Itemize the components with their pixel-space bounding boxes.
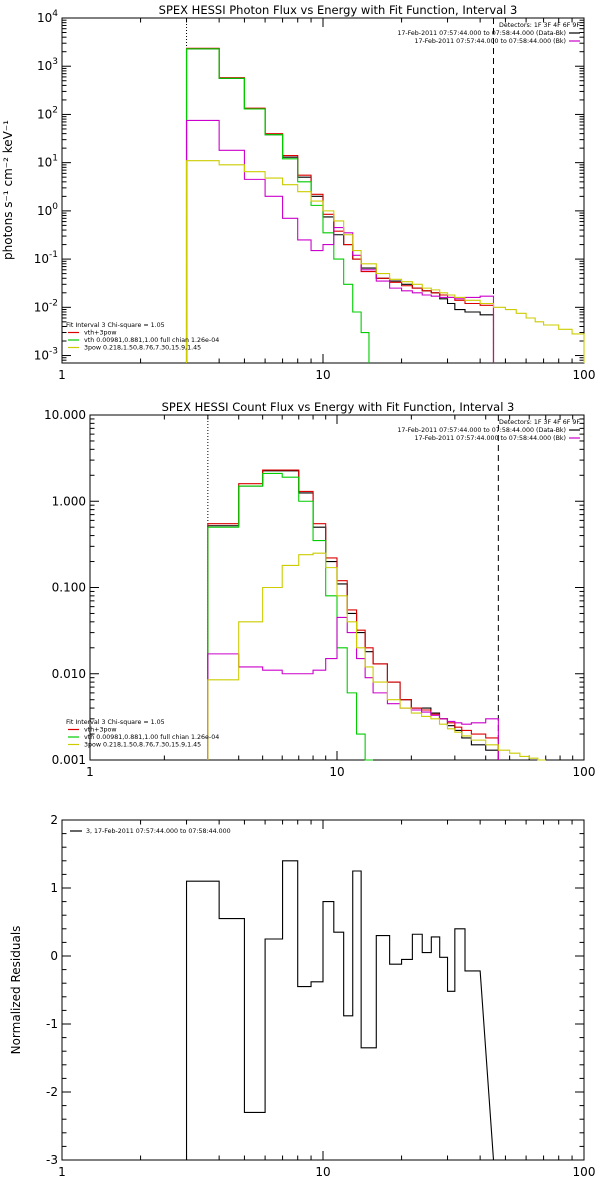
y-tick-label: 10-3 [34,347,58,363]
y-tick-label: 10-1 [34,250,58,266]
series-step-line [185,860,495,1161]
y-tick-label: 103 [37,57,58,73]
count-flux-panel: SPEX HESSI Count Flux vs Energy with Fit… [44,400,595,779]
y-tick-label: 10.000 [44,408,86,422]
x-tick-label: 10 [315,1165,330,1179]
y-tick-label: 0 [50,949,58,963]
x-tick-label: 1 [58,368,66,382]
y-tick-label: 100 [37,202,58,218]
legend-entry-text: 17-Feb-2011 07:57:44.000 to 07:58:44.000… [414,38,566,45]
legend-entry-text: 3pow 0.218,1.50,8.76,7.30,15.9,1.45 [84,742,201,749]
legend-entry-text: 3pow 0.218,1.50,8.76,7.30,15.9,1.45 [84,345,201,352]
count-flux-ticks: 1 10 100 0.001 0.010 0.100 1.000 10.000 [44,408,595,779]
photon-flux-title: SPEX HESSI Photon Flux vs Energy with Fi… [159,3,518,17]
count-flux-plot-area [207,415,546,761]
y-tick-label: 0.100 [52,581,86,595]
residuals-panel: Normalized Residuals 1 10 100 -3 -2 -1 0 1 2 3, … [9,813,595,1179]
y-tick-label: 0.001 [52,753,86,767]
y-tick-label: 101 [37,154,58,170]
legend-entry-text: Fit Interval 3 Chi-square = 1.05 [66,719,165,726]
photon-flux-ylabel: photons s⁻¹ cm⁻² keV⁻¹ [1,120,15,260]
x-tick-label: 10 [329,765,344,779]
legend-entry-text: Detectors: 1F 3F 4F 6F 9F [499,22,580,29]
legend-entry-text: Detectors: 1F 3F 4F 6F 9F [499,419,580,426]
legend-entry-text: 17-Feb-2011 07:57:44.000 to 07:58:44.000… [397,427,566,434]
series-step-line [185,160,585,363]
y-tick-label: -3 [46,1153,58,1167]
legend-entry-text: Fit Interval 3 Chi-square = 1.05 [66,322,165,329]
residuals-plot-area [185,860,495,1161]
y-tick-label: 104 [37,9,58,25]
photon-flux-legend-bottom-left: Fit Interval 3 Chi-square = 1.05vth+3pow… [66,322,219,352]
x-tick-label: 10 [315,368,330,382]
y-tick-label: 10-2 [34,298,58,314]
photon-flux-plot-area [185,18,585,363]
residuals-ticks: 1 10 100 -3 -2 -1 0 1 2 [46,813,595,1179]
x-tick-label: 100 [573,1165,596,1179]
legend-entry-text: 17-Feb-2011 07:57:44.000 to 07:58:44.000… [397,30,566,37]
photon-flux-panel: SPEX HESSI Photon Flux vs Energy with Fi… [1,3,595,382]
legend-entry-text: vth+3pow [84,727,116,734]
photon-flux-ticks: 1 10 100 10-3 10-2 10-1 100 101 102 103 104 [34,9,596,382]
legend-entry-text: 3, 17-Feb-2011 07:57:44.000 to 07:58:44.… [86,828,231,835]
y-tick-label: 1.000 [52,494,86,508]
x-tick-label: 1 [58,1165,66,1179]
series-step-line [185,119,495,363]
series-step-line [207,472,374,761]
x-tick-label: 100 [573,765,596,779]
count-flux-title: SPEX HESSI Count Flux vs Energy with Fit… [162,400,515,414]
y-tick-label: 2 [50,813,58,827]
x-tick-label: 100 [573,368,596,382]
legend-entry-text: vth 0.00981,0.881,1.00 full chian 1.26e-… [84,337,219,344]
legend-entry-text: vth 0.00981,0.881,1.00 full chian 1.26e-… [84,734,219,741]
residuals-legend: 3, 17-Feb-2011 07:57:44.000 to 07:58:44.… [70,828,231,835]
y-tick-label: -1 [46,1017,58,1031]
y-tick-label: 102 [37,105,58,121]
count-flux-legend-bottom-left: Fit Interval 3 Chi-square = 1.05vth+3pow… [66,719,219,749]
x-tick-label: 1 [86,765,94,779]
y-tick-label: -2 [46,1085,58,1099]
y-tick-label: 0.010 [52,667,86,681]
legend-entry-text: vth+3pow [84,330,116,337]
y-tick-label: 1 [50,881,58,895]
residuals-ylabel: Normalized Residuals [9,926,23,1055]
series-step-line [207,552,546,761]
legend-entry-text: 17-Feb-2011 07:57:44.000 to 07:58:44.000… [414,435,566,442]
